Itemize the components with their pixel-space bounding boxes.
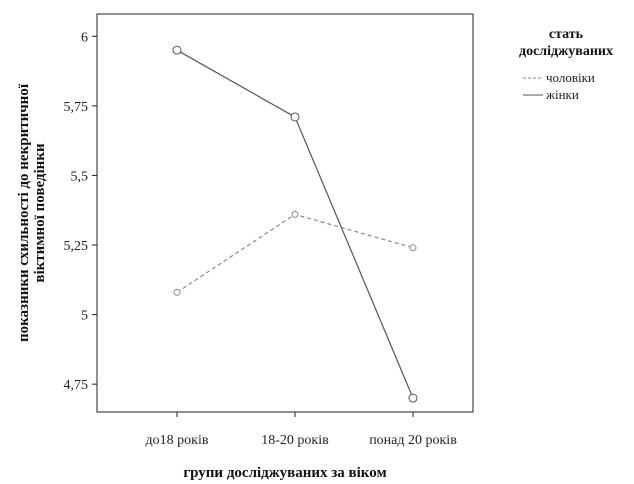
legend-title-line-2: досліджуваних xyxy=(519,44,613,59)
data-point-male xyxy=(409,244,417,252)
legend: стать досліджуваних чоловіки жінки xyxy=(519,27,613,102)
y-tick-label: 5 xyxy=(81,309,88,324)
x-axis: до18 років 18-20 років понад 20 років xyxy=(146,412,457,448)
data-point-female xyxy=(408,393,418,403)
y-tick-label: 6 xyxy=(81,30,88,45)
legend-title-line-1: стать xyxy=(549,27,584,42)
plot-area xyxy=(96,13,474,413)
data-point-male xyxy=(291,210,299,218)
legend-label-male: чоловіки xyxy=(546,70,595,85)
y-tick-label: 5,5 xyxy=(71,169,89,184)
x-tick-label: понад 20 років xyxy=(369,433,457,448)
y-axis: 4,75 5 5,25 5,5 5,75 6 xyxy=(64,30,97,393)
y-axis-title-line-2: віктимної поведінки xyxy=(32,143,48,283)
y-axis-title: показники схильності до некритичної вікт… xyxy=(16,83,48,342)
data-point-female xyxy=(172,45,182,55)
data-point-female xyxy=(290,112,300,122)
data-point-male xyxy=(173,288,181,296)
x-axis-title: групи досліджуваних за віком xyxy=(183,465,386,481)
series-layer xyxy=(172,45,418,403)
y-tick-label: 5,75 xyxy=(64,100,89,115)
y-tick-label: 5,25 xyxy=(64,239,89,254)
x-tick-label: до18 років xyxy=(146,433,209,448)
x-tick-label: 18-20 років xyxy=(261,433,329,448)
y-tick-label: 4,75 xyxy=(64,378,89,393)
y-axis-title-line-1: показники схильності до некритичної xyxy=(16,83,32,342)
legend-label-female: жінки xyxy=(545,87,579,102)
